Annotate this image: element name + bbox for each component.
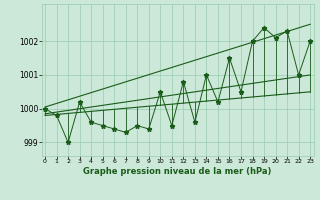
X-axis label: Graphe pression niveau de la mer (hPa): Graphe pression niveau de la mer (hPa)	[84, 167, 272, 176]
